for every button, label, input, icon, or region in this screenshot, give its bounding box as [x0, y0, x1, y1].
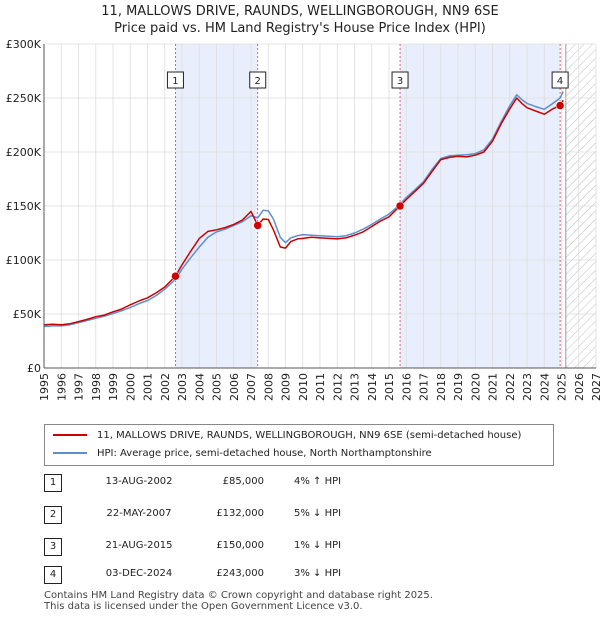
x-tick-label: 2016	[400, 373, 413, 401]
transaction-hpi: 5% ↓ HPI	[294, 508, 342, 519]
transaction-hpi: 1% ↓ HPI	[294, 540, 342, 551]
transaction-price: £85,000	[222, 476, 264, 487]
legend: 11, MALLOWS DRIVE, RAUNDS, WELLINGBOROUG…	[44, 424, 554, 466]
x-tick-label: 1996	[55, 373, 68, 401]
transaction-number: 1	[44, 474, 62, 492]
transaction-marker-box	[391, 71, 409, 89]
legend-swatch-hpi	[53, 452, 87, 454]
table-row: 3 21-AUG-2015 £150,000 1% ↓ HPI	[44, 538, 444, 556]
series-line-hpi	[43, 91, 564, 328]
x-tick-label: 1998	[90, 373, 103, 401]
x-tick-label: 1999	[107, 373, 120, 401]
x-tick-label: 2015	[383, 373, 396, 401]
x-tick-label: 2011	[314, 373, 327, 401]
y-tick-label: £50K	[13, 308, 42, 321]
transaction-marker-label: 3	[397, 76, 403, 87]
transaction-number: 3	[44, 538, 62, 556]
x-tick-label: 2012	[331, 373, 344, 401]
x-tick-label: 2002	[159, 373, 172, 401]
transaction-point	[395, 201, 405, 211]
transaction-marker-box	[249, 71, 267, 89]
x-tick-label: 2017	[418, 373, 431, 401]
y-tick-label: £250K	[6, 92, 42, 105]
transaction-marker-label: 1	[172, 76, 178, 87]
transaction-point	[171, 271, 180, 281]
y-tick-label: £0	[27, 362, 41, 375]
x-tick-label: 2001	[142, 373, 155, 401]
footer-licence: This data is licensed under the Open Gov…	[44, 601, 363, 612]
x-tick-label: 2010	[297, 373, 310, 401]
x-tick-label: 2013	[349, 373, 362, 401]
transaction-hpi: 4% ↑ HPI	[294, 476, 342, 487]
transaction-point	[555, 101, 565, 110]
x-tick-label: 2003	[176, 373, 189, 401]
transaction-date: 13-AUG-2002	[105, 476, 173, 487]
x-tick-label: 2014	[366, 373, 379, 401]
transaction-hpi: 3% ↓ HPI	[294, 568, 342, 579]
x-tick-label: 2018	[435, 373, 448, 401]
table-row: 1 13-AUG-2002 £85,000 4% ↑ HPI	[44, 474, 444, 492]
transaction-number: 2	[44, 506, 62, 524]
transaction-marker-label: 2	[255, 76, 261, 87]
x-tick-label: 2022	[504, 373, 517, 401]
x-tick-label: 2005	[211, 373, 224, 401]
transaction-point	[253, 221, 262, 230]
table-row: 4 03-DEC-2024 £243,000 3% ↓ HPI	[44, 566, 444, 584]
transaction-price: £132,000	[216, 508, 264, 519]
x-tick-label: 2021	[487, 373, 500, 401]
x-tick-label: 1995	[38, 373, 51, 401]
table-row: 2 22-MAY-2007 £132,000 5% ↓ HPI	[44, 506, 444, 524]
x-tick-label: 2000	[124, 373, 137, 401]
x-tick-label: 2023	[521, 373, 534, 401]
x-tick-label: 2024	[538, 373, 551, 401]
x-tick-label: 2004	[193, 373, 206, 401]
transaction-price: £243,000	[216, 568, 264, 579]
x-tick-label: 2009	[280, 373, 293, 401]
x-tick-label: 2020	[469, 373, 482, 401]
y-tick-label: £300K	[6, 38, 42, 51]
footer: Contains HM Land Registry data © Crown c…	[44, 590, 433, 612]
legend-label-hpi: HPI: Average price, semi-detached house,…	[97, 448, 432, 459]
price-chart: 1 2 3 4 £0 £50K £100K £150K £200K £250K £300K 1995 1…	[6, 38, 600, 401]
x-tick-label: 2027	[590, 373, 600, 401]
x-tick-label: 2006	[228, 373, 241, 401]
x-tick-label: 2026	[573, 373, 586, 401]
transaction-marker-box	[551, 71, 569, 89]
x-tick-label: 2007	[245, 373, 258, 401]
transaction-price: £150,000	[216, 540, 264, 551]
legend-item-hpi: HPI: Average price, semi-detached house,…	[53, 446, 432, 462]
legend-item-property: 11, MALLOWS DRIVE, RAUNDS, WELLINGBOROUG…	[53, 428, 521, 444]
transaction-marker-box	[166, 71, 184, 89]
transaction-marker-label: 4	[557, 76, 563, 87]
y-tick-label: £100K	[6, 254, 42, 267]
transaction-number: 4	[44, 566, 62, 584]
transaction-date: 22-MAY-2007	[106, 508, 172, 519]
y-tick-label: £150K	[6, 200, 42, 213]
x-tick-label: 2008	[262, 373, 275, 401]
legend-label-property: 11, MALLOWS DRIVE, RAUNDS, WELLINGBOROUG…	[97, 430, 522, 441]
transaction-date: 03-DEC-2024	[105, 568, 173, 579]
x-tick-label: 1997	[73, 373, 86, 401]
x-tick-label: 2025	[556, 373, 569, 401]
transaction-date: 21-AUG-2015	[105, 540, 173, 551]
chart-title-subtitle: Price paid vs. HM Land Registry's House …	[114, 21, 486, 36]
x-tick-label: 2019	[452, 373, 465, 401]
chart-title-address: 11, MALLOWS DRIVE, RAUNDS, WELLINGBOROUG…	[101, 4, 499, 19]
y-tick-label: £200K	[6, 146, 42, 159]
legend-swatch-property	[53, 434, 87, 436]
series-line-property	[43, 97, 564, 326]
footer-copyright: Contains HM Land Registry data © Crown c…	[44, 590, 433, 601]
